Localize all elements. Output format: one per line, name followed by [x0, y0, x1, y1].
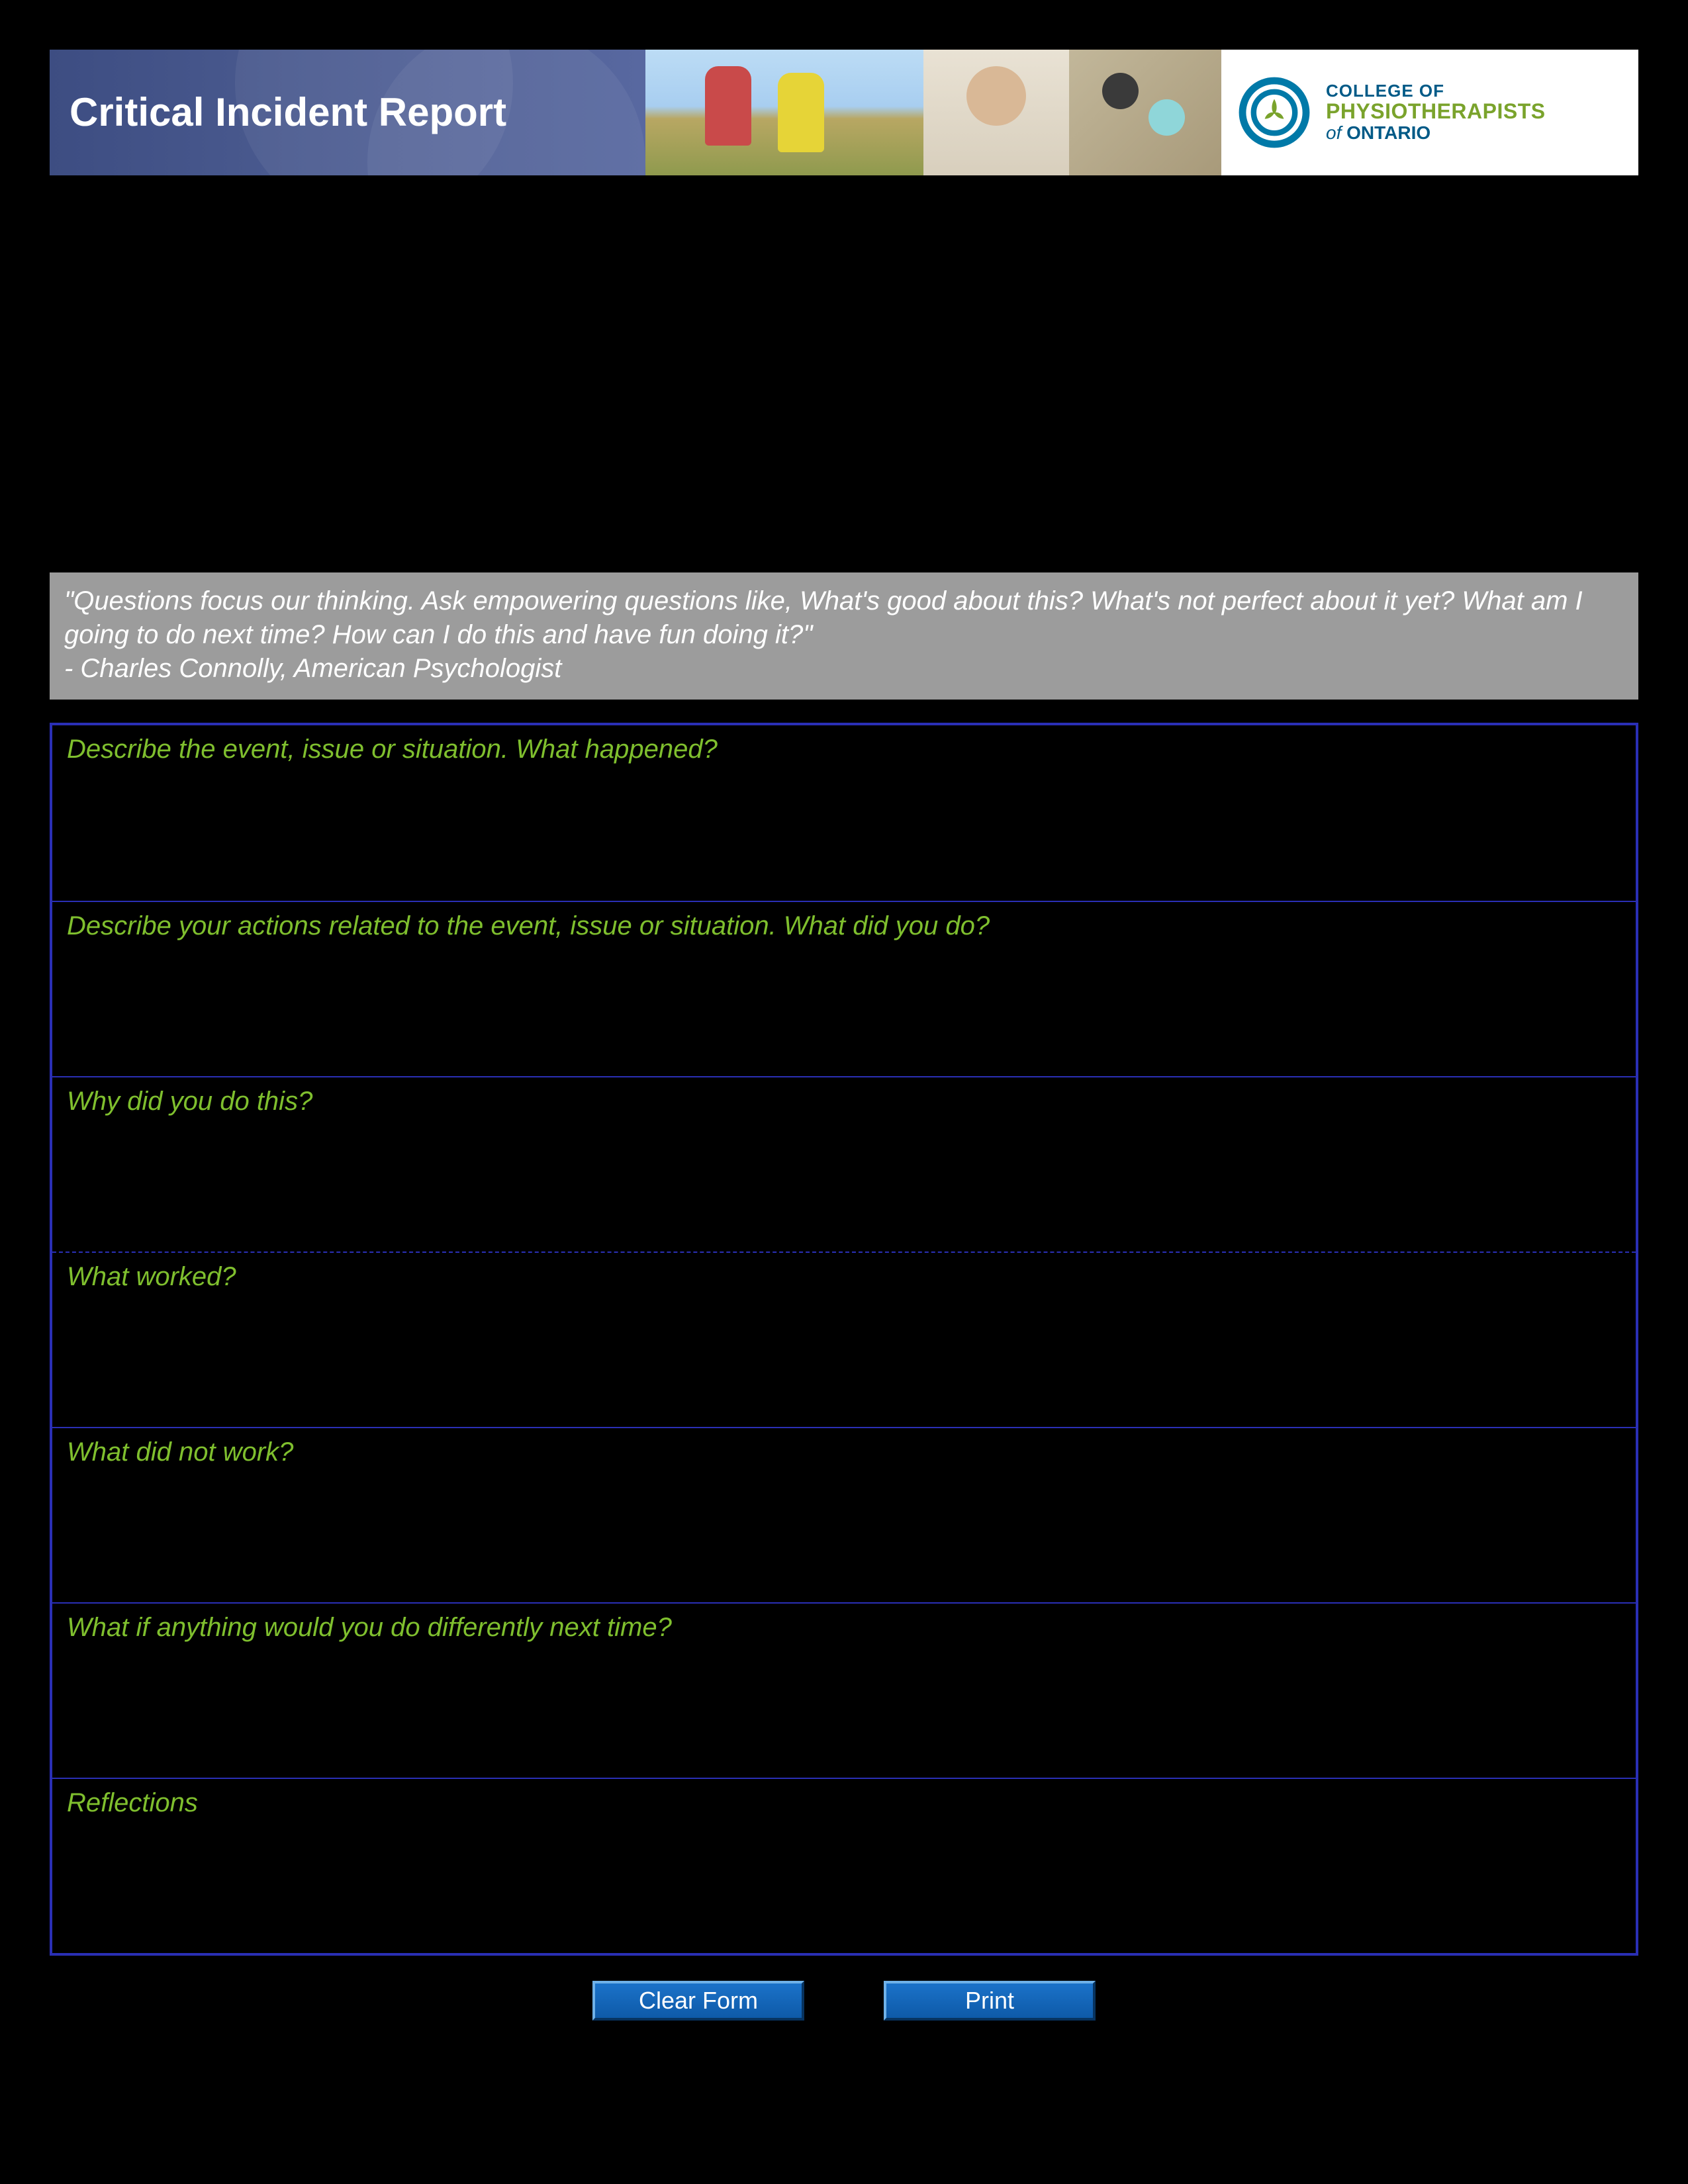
page-title: Critical Incident Report: [50, 50, 645, 135]
banner-photo-cyclists: [645, 50, 923, 175]
form-question: Describe the event, issue or situation. …: [67, 735, 1621, 764]
form-question: Describe your actions related to the eve…: [67, 911, 1621, 941]
clear-form-button[interactable]: Clear Form: [592, 1981, 804, 2021]
form-row[interactable]: Describe your actions related to the eve…: [52, 901, 1636, 1076]
logo-line3: of ONTARIO: [1326, 123, 1546, 144]
banner-photos: [645, 50, 1221, 175]
page: Critical Incident Report COLL: [50, 50, 1638, 2021]
banner-title-area: Critical Incident Report: [50, 50, 645, 175]
logo-icon: [1235, 73, 1314, 152]
form-question: What if anything would you do differentl…: [67, 1613, 1621, 1643]
form-row[interactable]: What did not work?: [52, 1427, 1636, 1602]
quote-box: "Questions focus our thinking. Ask empow…: [50, 572, 1638, 700]
header-banner: Critical Incident Report COLL: [50, 50, 1638, 175]
form-row[interactable]: Reflections: [52, 1778, 1636, 1953]
form-question: Why did you do this?: [67, 1087, 1621, 1116]
banner-photo-tools: [1069, 50, 1221, 175]
logo-text: COLLEGE OF PHYSIOTHERAPISTS of ONTARIO: [1326, 81, 1546, 144]
logo-line3-em: ONTARIO: [1346, 122, 1430, 143]
org-logo: COLLEGE OF PHYSIOTHERAPISTS of ONTARIO: [1221, 50, 1638, 175]
logo-line3-prefix: of: [1326, 122, 1346, 143]
form-row[interactable]: What worked?: [52, 1251, 1636, 1427]
quote-text: "Questions focus our thinking. Ask empow…: [64, 584, 1624, 652]
banner-photo-therapy: [923, 50, 1069, 175]
quote-attribution: - Charles Connolly, American Psychologis…: [64, 652, 1624, 686]
print-button[interactable]: Print: [884, 1981, 1096, 2021]
form-row[interactable]: Why did you do this?: [52, 1076, 1636, 1251]
form-row[interactable]: Describe the event, issue or situation. …: [52, 725, 1636, 901]
button-row: Clear Form Print: [50, 1981, 1638, 2021]
form-row[interactable]: What if anything would you do differentl…: [52, 1602, 1636, 1778]
form: Describe the event, issue or situation. …: [50, 723, 1638, 1956]
form-question: What worked?: [67, 1262, 1621, 1292]
logo-line1: COLLEGE OF: [1326, 81, 1546, 101]
form-question: Reflections: [67, 1788, 1621, 1818]
logo-line2: PHYSIOTHERAPISTS: [1326, 100, 1546, 123]
form-question: What did not work?: [67, 1437, 1621, 1467]
